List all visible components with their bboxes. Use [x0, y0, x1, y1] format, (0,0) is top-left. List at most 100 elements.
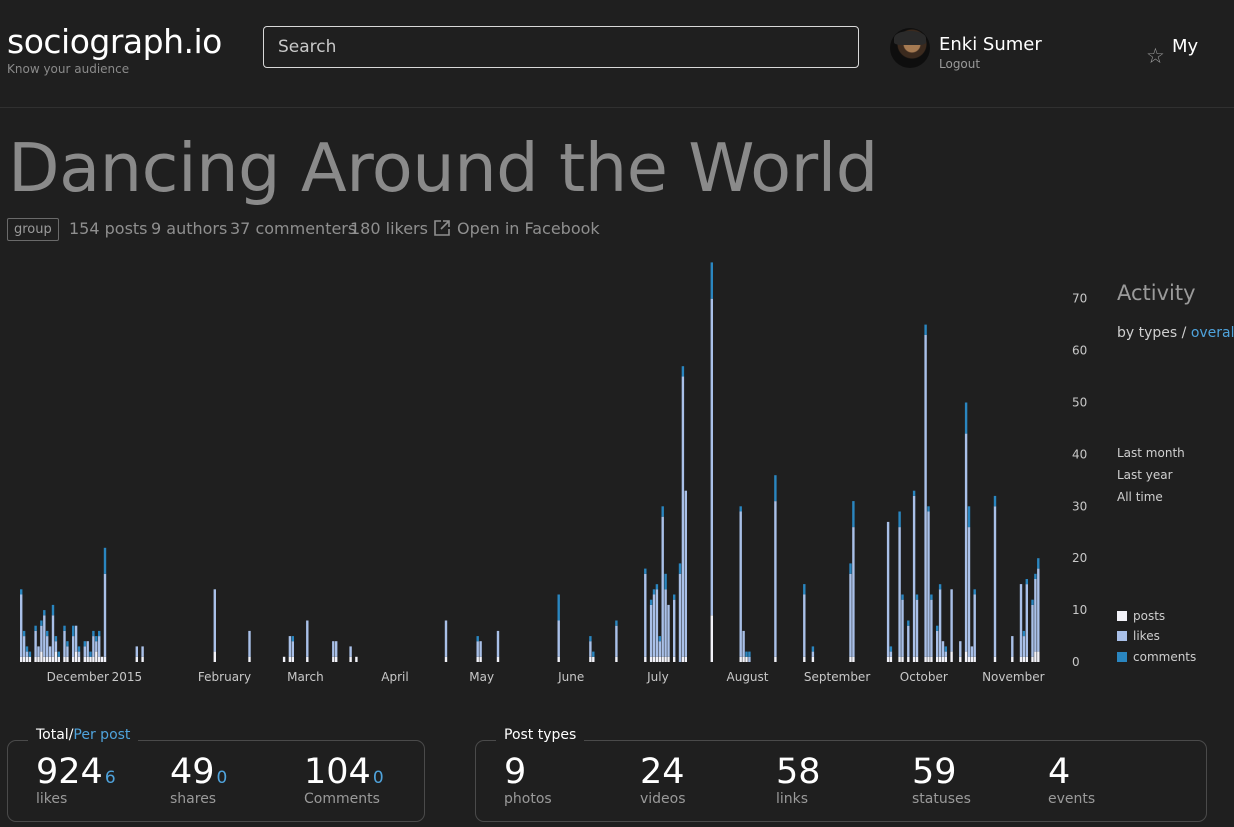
search-input[interactable] [263, 26, 859, 68]
shares-label: shares [170, 791, 217, 807]
overall-toggle[interactable]: overall [1190, 325, 1234, 341]
bar-likes [615, 625, 618, 657]
per-post-toggle[interactable]: Per post [73, 727, 131, 743]
user-name[interactable]: Enki Sumer [939, 34, 1042, 55]
open-in-facebook-link[interactable]: Open in Facebook [433, 219, 600, 238]
my-menu[interactable]: My [1172, 36, 1199, 57]
bar-posts [1034, 651, 1037, 662]
bar-posts [1025, 656, 1028, 662]
bar-comments [66, 641, 69, 647]
bar-likes [993, 506, 997, 657]
totals-panel-label: Total/Per post [28, 727, 139, 743]
bar-likes [1031, 604, 1034, 657]
bar-likes [63, 630, 66, 657]
shares-count: 49 [170, 752, 215, 792]
bar-likes [803, 594, 806, 657]
legend-swatch-posts [1117, 611, 1127, 621]
x-tick-label: September [804, 670, 870, 684]
bar-likes [898, 527, 901, 657]
bar-likes [748, 656, 751, 662]
bar-likes [944, 651, 947, 657]
bar-likes [774, 501, 777, 657]
open-in-facebook-label: Open in Facebook [457, 219, 600, 238]
statuses-label: statuses [912, 791, 971, 807]
bar-likes [1034, 579, 1037, 652]
bar-comments [774, 475, 777, 502]
bar-posts [644, 656, 647, 662]
avatar[interactable] [890, 28, 930, 68]
by-types-toggle[interactable]: by types [1117, 325, 1178, 341]
bar-likes [77, 651, 81, 657]
x-tick-label: August [727, 670, 769, 684]
legend-swatch-likes [1117, 631, 1127, 641]
bar-posts [973, 656, 976, 662]
bar-posts [803, 656, 806, 662]
events-label: events [1048, 791, 1096, 807]
bar-comments [927, 506, 930, 512]
activity-heading: Activity [1117, 281, 1196, 305]
bar-likes [288, 636, 292, 657]
bar-likes [86, 641, 89, 657]
tagline: Know your audience [7, 62, 130, 76]
bar-comments [103, 547, 107, 574]
x-tick-label: November [982, 670, 1044, 684]
bar-posts [924, 656, 927, 662]
totals-separator: / [68, 727, 74, 743]
bar-comments [589, 636, 592, 642]
total-toggle[interactable]: Total [36, 727, 69, 743]
bar-posts [46, 656, 49, 662]
star-icon[interactable]: ☆ [1146, 44, 1165, 68]
bar-comments [964, 402, 968, 434]
bar-comments [652, 589, 656, 595]
range-all-time[interactable]: All time [1117, 490, 1163, 504]
bar-likes [92, 636, 95, 657]
y-tick-label: 20 [1072, 551, 1087, 565]
bar-likes [673, 599, 676, 657]
bar-posts [83, 656, 86, 662]
bar-comments [967, 506, 971, 528]
photos-label: photos [504, 791, 552, 807]
bar-likes [98, 636, 101, 657]
bar-comments [72, 625, 75, 637]
page-title: Dancing Around the World [8, 129, 878, 207]
bar-posts [1022, 656, 1026, 662]
bar-likes [1025, 584, 1028, 657]
bar-comments [644, 568, 647, 574]
bar-posts [811, 656, 815, 662]
bar-posts [589, 656, 592, 662]
range-last-month[interactable]: Last month [1117, 446, 1185, 460]
bar-likes [927, 511, 930, 657]
bar-posts [852, 656, 855, 662]
bar-likes [476, 641, 479, 657]
bar-comments [557, 594, 560, 621]
bar-posts [774, 656, 777, 662]
bar-comments [615, 620, 618, 626]
header-divider [0, 107, 1234, 108]
bar-likes [667, 604, 670, 657]
logo[interactable]: sociograph.io [7, 22, 222, 61]
bar-likes [34, 630, 37, 657]
bar-likes [936, 630, 939, 657]
bar-posts [20, 656, 23, 662]
bar-posts [291, 656, 294, 662]
bar-comments [898, 511, 901, 528]
bar-comments [681, 366, 685, 377]
bar-likes [20, 594, 23, 657]
bar-posts [684, 656, 687, 662]
logout-link[interactable]: Logout [939, 57, 981, 71]
bar-comments [43, 610, 46, 616]
bar-likes [970, 646, 974, 657]
stat-posts: 154 posts [69, 219, 148, 238]
bar-posts [25, 656, 29, 662]
bar-comments [912, 490, 916, 496]
bar-posts [936, 656, 939, 662]
bar-posts [938, 656, 942, 662]
bar-posts [993, 656, 997, 662]
bar-likes [213, 589, 216, 652]
bar-likes [37, 646, 40, 657]
range-last-year[interactable]: Last year [1117, 468, 1173, 482]
bar-posts [849, 656, 852, 662]
bar-likes [710, 298, 713, 616]
stat-commenters: 37 commenters [230, 219, 357, 238]
bar-comments [476, 636, 479, 642]
